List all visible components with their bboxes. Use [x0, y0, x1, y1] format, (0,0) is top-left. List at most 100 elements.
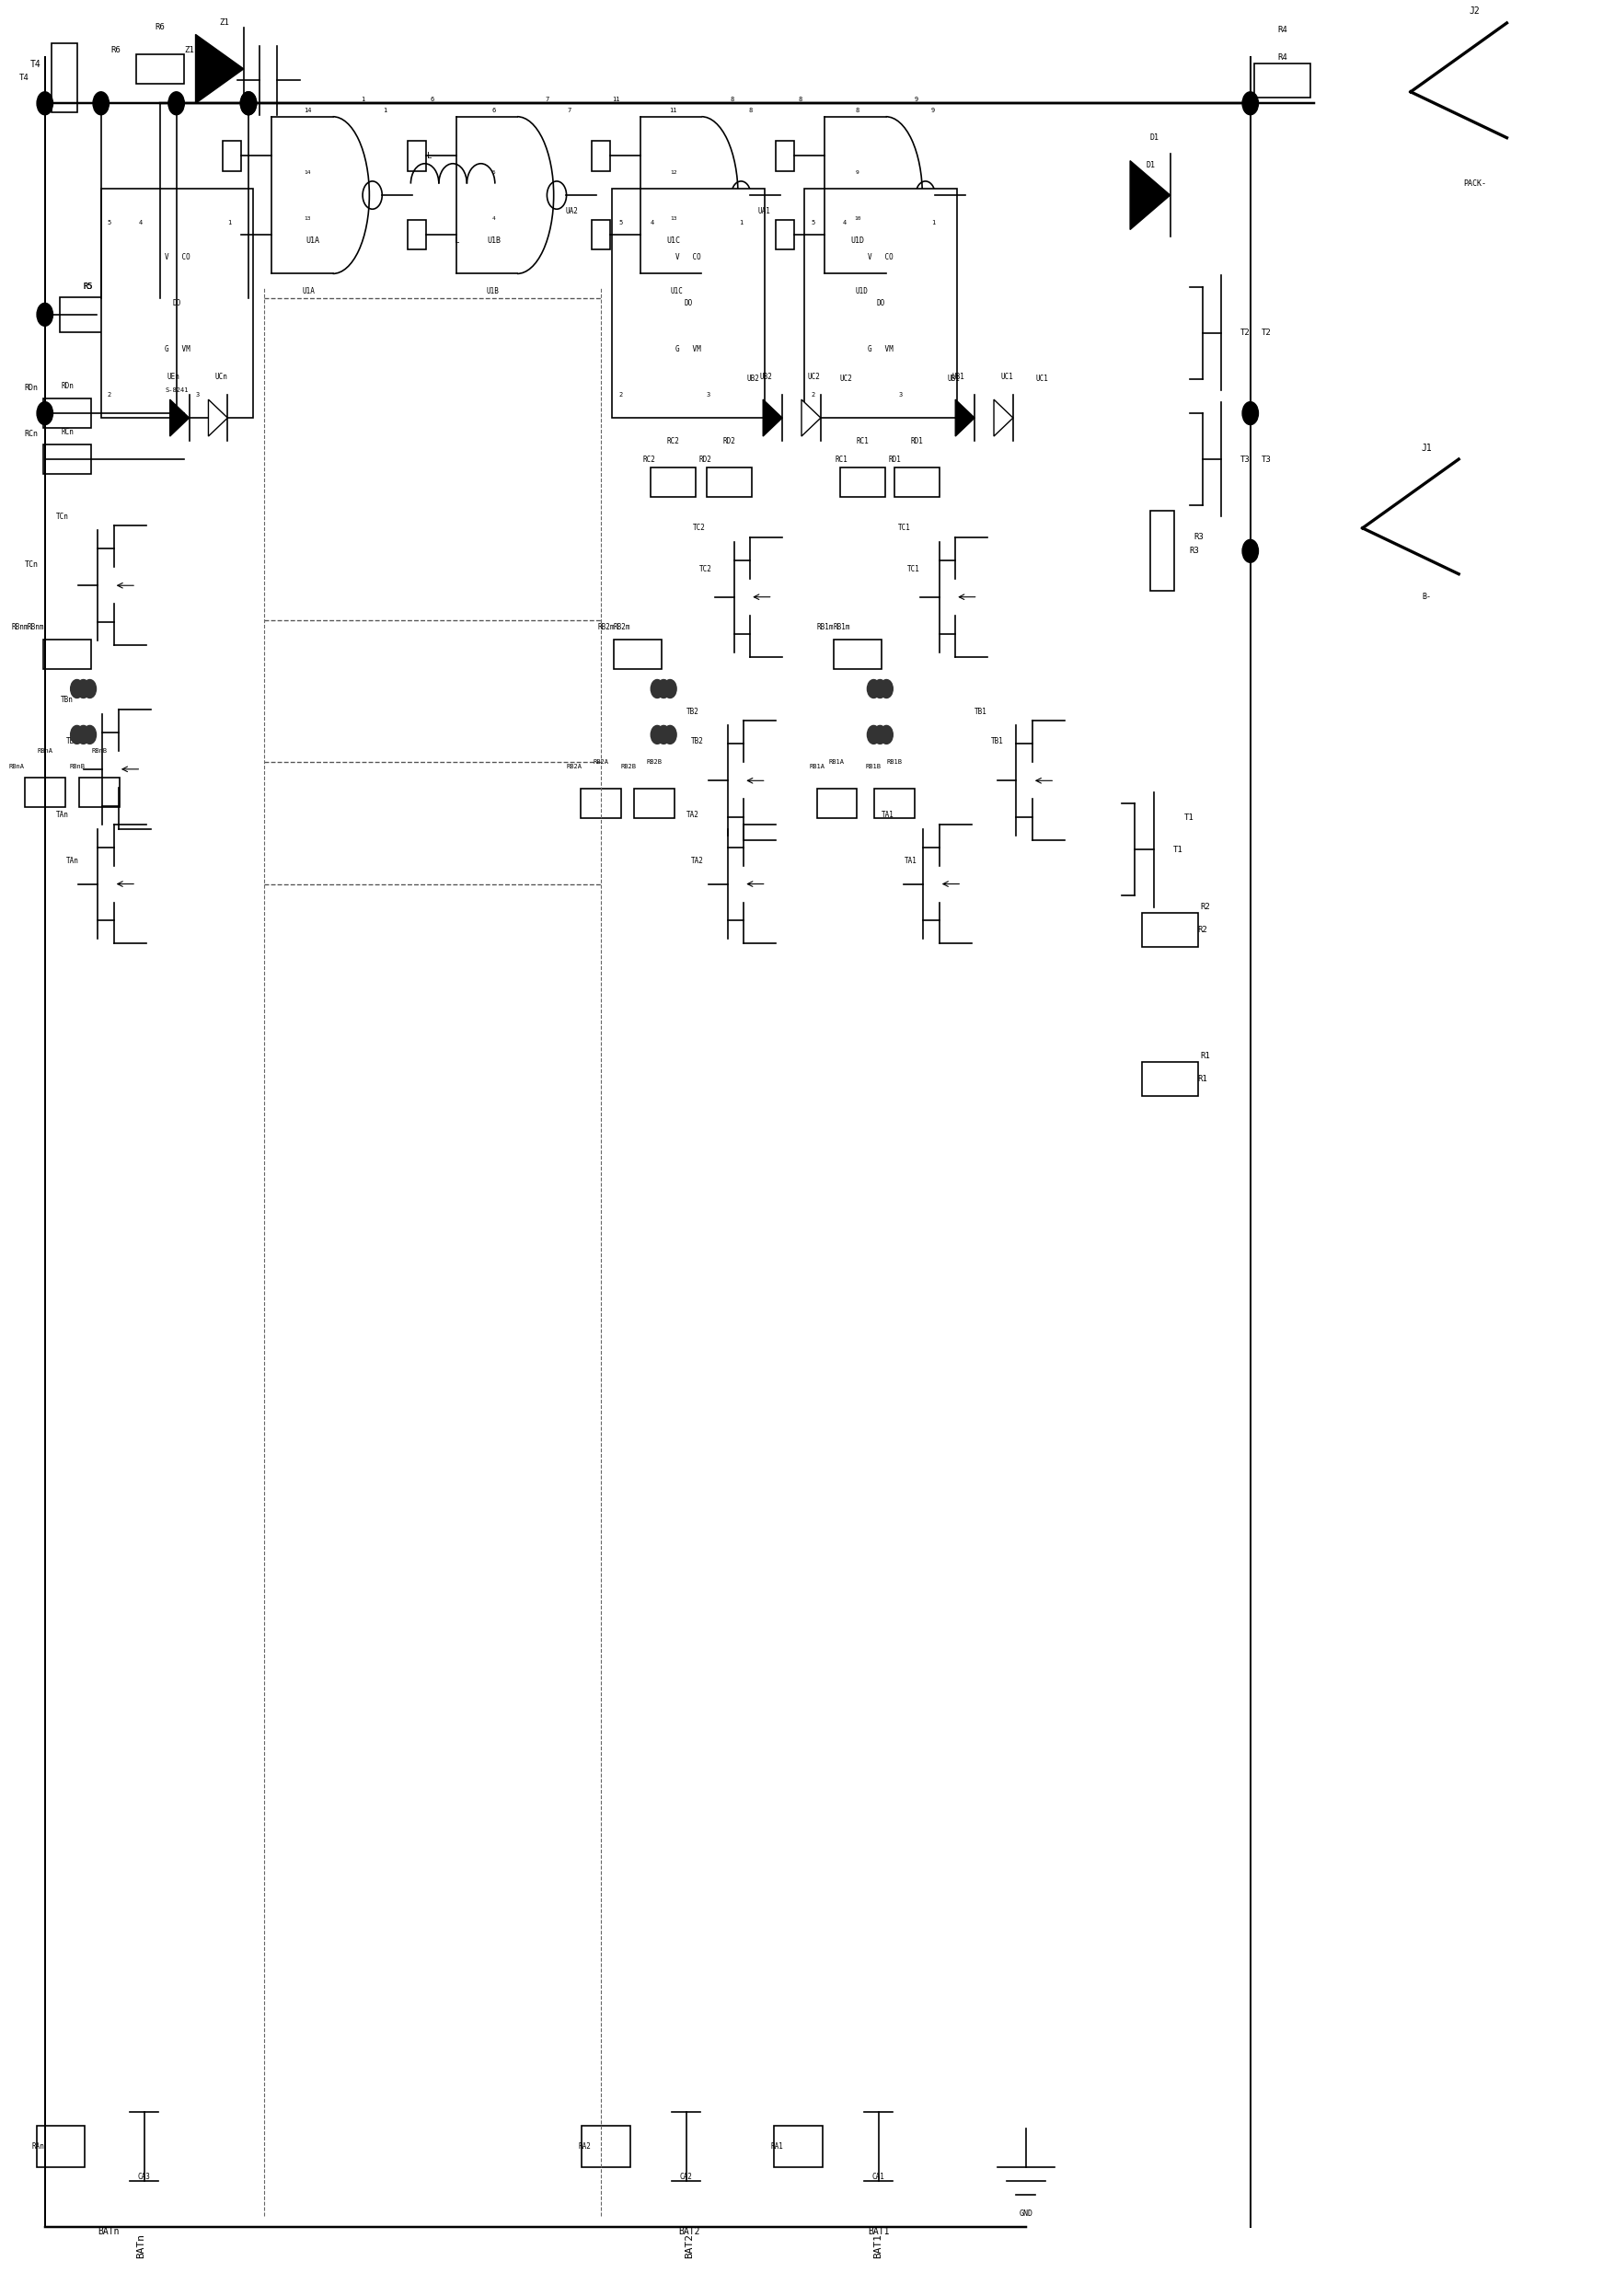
Text: R5: R5	[83, 282, 93, 292]
Circle shape	[77, 680, 90, 698]
Circle shape	[867, 726, 880, 744]
Text: UC1: UC1	[1000, 372, 1013, 381]
Text: 6: 6	[430, 96, 434, 101]
Text: U1D: U1D	[854, 287, 867, 296]
Text: V   CO: V CO	[869, 253, 893, 262]
Bar	[592, 220, 611, 250]
Text: RCn: RCn	[24, 429, 38, 439]
Text: RAn: RAn	[32, 2142, 45, 2151]
Polygon shape	[802, 400, 821, 436]
Bar	[894, 466, 939, 496]
Text: CA1: CA1	[872, 2172, 885, 2181]
Text: T2: T2	[1241, 328, 1250, 338]
Text: RBnA: RBnA	[8, 765, 24, 769]
Bar	[834, 641, 882, 670]
Text: CA3: CA3	[138, 2172, 151, 2181]
Text: 2: 2	[811, 393, 814, 397]
Text: UA2: UA2	[566, 207, 579, 216]
Text: RC2: RC2	[667, 436, 680, 445]
Text: 1: 1	[739, 220, 742, 225]
Text: 1: 1	[361, 96, 365, 101]
Text: RB1A: RB1A	[829, 760, 845, 765]
Bar	[61, 296, 117, 331]
Text: TB2: TB2	[686, 707, 699, 716]
Text: 8: 8	[749, 108, 752, 113]
Text: TA2: TA2	[686, 810, 699, 820]
Text: U1C: U1C	[670, 287, 683, 296]
Text: RA2: RA2	[579, 2142, 592, 2151]
Bar	[43, 641, 91, 670]
Bar	[776, 140, 795, 170]
Text: TC1: TC1	[898, 523, 911, 533]
Text: RC2: RC2	[643, 455, 656, 464]
Text: UC2: UC2	[808, 372, 821, 381]
Text: U1B: U1B	[487, 236, 500, 246]
Text: U1A: U1A	[306, 236, 319, 246]
Text: UEn: UEn	[167, 372, 180, 381]
Text: 9: 9	[856, 170, 859, 174]
Circle shape	[880, 726, 893, 744]
Circle shape	[240, 92, 256, 115]
Circle shape	[240, 92, 256, 115]
Circle shape	[657, 726, 670, 744]
Text: T2: T2	[1262, 328, 1271, 338]
Polygon shape	[208, 400, 228, 436]
Circle shape	[83, 680, 96, 698]
Text: 5: 5	[619, 220, 622, 225]
Circle shape	[77, 726, 90, 744]
Text: RB2A: RB2A	[593, 760, 609, 765]
Bar	[80, 776, 119, 806]
Text: U1C: U1C	[667, 236, 680, 246]
Text: R2: R2	[1197, 925, 1207, 934]
Text: RDn: RDn	[61, 381, 74, 390]
Text: RB1A: RB1A	[810, 765, 826, 769]
Text: TCn: TCn	[24, 560, 38, 569]
Text: RC1: RC1	[835, 455, 848, 464]
Text: RBnB: RBnB	[69, 765, 85, 769]
Bar	[37, 2126, 85, 2167]
Text: R4: R4	[1278, 25, 1287, 34]
Text: T3: T3	[1241, 455, 1250, 464]
Text: 4: 4	[139, 220, 143, 225]
Text: U1A: U1A	[301, 287, 314, 296]
Text: RB2B: RB2B	[646, 760, 662, 765]
Text: 10: 10	[854, 216, 861, 220]
Text: UC2: UC2	[840, 374, 853, 383]
Text: TC2: TC2	[692, 523, 705, 533]
Text: TA1: TA1	[904, 856, 917, 866]
Text: 11: 11	[612, 96, 620, 101]
Text: RC1: RC1	[856, 436, 869, 445]
Text: RD2: RD2	[699, 455, 712, 464]
Text: S-8241: S-8241	[165, 388, 189, 393]
Text: G   VM: G VM	[676, 344, 701, 354]
Text: TAn: TAn	[56, 810, 69, 820]
Text: UB1: UB1	[952, 372, 965, 381]
Text: R6: R6	[155, 23, 165, 32]
Circle shape	[867, 680, 880, 698]
Circle shape	[83, 726, 96, 744]
Text: TC2: TC2	[699, 565, 712, 574]
Text: 11: 11	[670, 108, 676, 113]
Text: UB2: UB2	[747, 374, 760, 383]
Text: DO: DO	[684, 298, 692, 308]
Text: Z1: Z1	[184, 46, 194, 55]
Circle shape	[651, 680, 664, 698]
Polygon shape	[994, 400, 1013, 436]
Text: BAT2: BAT2	[684, 2234, 694, 2257]
Text: J1: J1	[1422, 443, 1431, 452]
Text: 5: 5	[811, 220, 814, 225]
Text: TB1: TB1	[975, 707, 987, 716]
Bar	[1151, 510, 1173, 590]
Bar	[582, 2126, 630, 2167]
Text: 5: 5	[107, 220, 111, 225]
Bar	[43, 400, 91, 427]
Text: J2: J2	[1470, 7, 1480, 16]
Bar	[51, 44, 77, 113]
Text: RDn: RDn	[24, 383, 38, 393]
Circle shape	[1242, 92, 1258, 115]
Circle shape	[874, 726, 886, 744]
Polygon shape	[196, 34, 244, 103]
Text: D1: D1	[1146, 161, 1156, 170]
Text: RCn: RCn	[61, 427, 74, 436]
Circle shape	[168, 92, 184, 115]
